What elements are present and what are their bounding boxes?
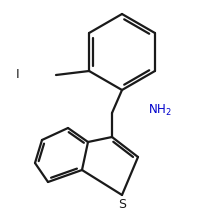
- Text: S: S: [118, 199, 126, 211]
- Text: NH$_2$: NH$_2$: [148, 103, 172, 117]
- Text: I: I: [16, 68, 20, 82]
